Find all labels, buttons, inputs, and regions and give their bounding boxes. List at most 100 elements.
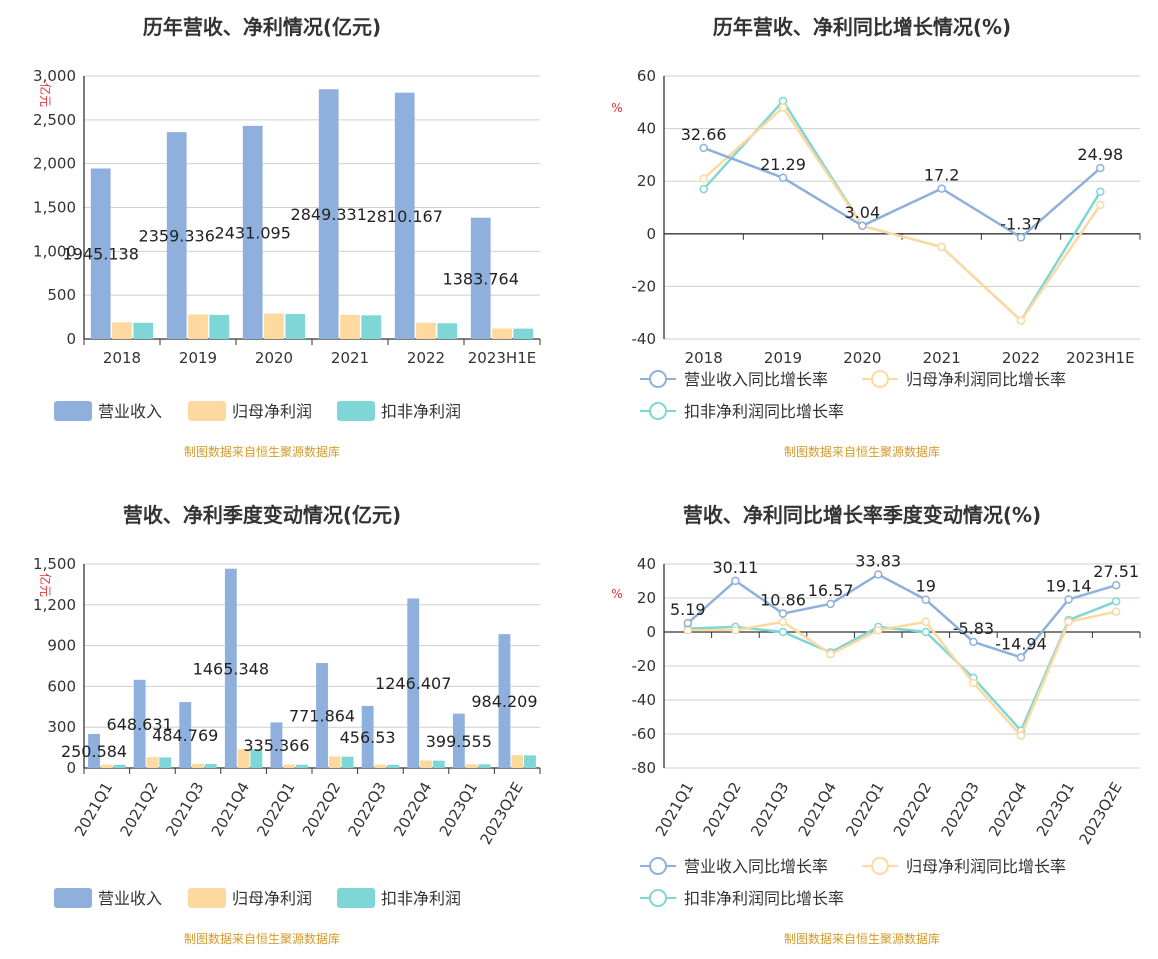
chart-1-legend[interactable]: 营业收入 归母净利润 扣非净利润: [54, 401, 461, 421]
point-parent-profit: [1016, 731, 1026, 740]
legend-label: 归母净利润: [232, 402, 312, 421]
point-parent-profit: [921, 617, 931, 627]
data-label: -5.83: [953, 619, 994, 638]
point-parent-profit: [778, 617, 788, 627]
bar-deducted-profit: [387, 764, 400, 768]
chart-4-legend[interactable]: 营业收入同比增长率 归母净利润同比增长率 扣非净利润同比增长率: [640, 857, 1066, 908]
point-revenue: [1064, 595, 1073, 604]
bar-deducted-profit: [478, 764, 491, 768]
y-tick-label: 20: [637, 172, 656, 190]
x-tick-label: 2022Q4: [985, 779, 1030, 840]
x-tick-label: 2022Q3: [938, 779, 983, 840]
bar-revenue: [270, 722, 283, 768]
x-tick-label: 2021Q4: [795, 779, 840, 840]
bar-deducted-profit: [204, 764, 217, 768]
point-revenue: [858, 221, 867, 231]
y-tick-label: 500: [47, 286, 76, 304]
y-tick-label: 1,500: [33, 555, 76, 573]
chart-2-legend[interactable]: 营业收入同比增长率 归母净利润同比增长率 扣非净利润同比增长率: [640, 370, 1066, 421]
chart-3-title: 营收、净利季度变动情况(亿元): [123, 503, 401, 527]
bar-deducted-profit: [113, 764, 126, 768]
data-label: 10.86: [760, 591, 806, 610]
legend-label: 扣非净利润: [381, 889, 461, 908]
point-parent-profit: [937, 242, 946, 252]
data-label: 1383.764: [443, 269, 519, 288]
chart-1-source: 制图数据来自恒生聚源数据库: [184, 444, 340, 459]
bar-revenue: [88, 733, 100, 768]
data-label: -1.37: [1000, 214, 1041, 233]
point-revenue: [937, 184, 946, 193]
data-label: 250.584: [61, 742, 127, 761]
bar-parent-profit: [100, 764, 113, 768]
point-parent-profit: [731, 626, 740, 635]
series-line-deducted-profit: [687, 600, 1117, 733]
data-label: 19.14: [1046, 576, 1092, 595]
point-revenue: [1016, 653, 1026, 662]
data-label: 648.631: [107, 715, 173, 734]
data-label: -14.94: [995, 634, 1047, 653]
data-label: 32.66: [681, 125, 727, 144]
chart-1-unit: 亿元: [38, 83, 53, 107]
point-revenue: [921, 595, 931, 604]
bar-parent-profit: [283, 764, 296, 768]
data-label: 3.04: [845, 203, 881, 222]
chart-2-source: 制图数据来自恒生聚源数据库: [784, 444, 940, 459]
series-line-deducted-profit: [702, 98, 1102, 323]
x-tick-label: 2019: [179, 349, 217, 367]
chart-3-source: 制图数据来自恒生聚源数据库: [184, 931, 340, 946]
y-tick-label: 60: [637, 67, 656, 85]
data-label: 2359.336: [139, 227, 215, 246]
y-tick-label: 600: [47, 677, 76, 695]
bar-deducted-profit: [285, 314, 306, 339]
point-parent-profit: [699, 174, 708, 183]
point-revenue: [873, 570, 883, 579]
bar-parent-profit: [340, 314, 360, 339]
x-tick-label: 2020: [843, 349, 881, 367]
chart-4-plot: -80 -60 -40 -20 0 20 40 2021Q1 2021Q2 2021Q3 2021Q…: [632, 551, 1141, 848]
point-parent-profit: [683, 626, 693, 635]
chart-4-title: 营收、净利同比增长率季度变动情况(%): [683, 503, 1041, 527]
point-revenue: [1111, 580, 1121, 590]
x-tick-label: 2022Q2: [890, 779, 935, 840]
bar-deducted-profit: [524, 755, 536, 768]
data-label: 484.769: [152, 726, 218, 745]
legend-swatch-revenue: [54, 401, 92, 421]
legend-marker-revenue: [649, 370, 667, 388]
x-tick-label: 2023H1E: [1066, 349, 1134, 367]
legend-marker-revenue: [649, 857, 667, 875]
data-label: 30.11: [712, 558, 758, 577]
y-tick-label: 1,200: [33, 596, 76, 614]
x-tick-label: 2022Q2: [299, 779, 344, 840]
x-tick-label: 2023Q1: [1033, 779, 1078, 840]
chart-3-legend[interactable]: 营业收入 归母净利润 扣非净利润: [54, 888, 461, 908]
legend-swatch-deducted-profit: [337, 888, 375, 908]
point-deducted-profit: [699, 184, 708, 194]
legend-swatch-revenue: [54, 888, 92, 908]
point-parent-profit: [1064, 617, 1073, 627]
data-label: 19: [916, 577, 936, 596]
series-line-revenue: [703, 146, 1102, 239]
data-label: 1246.407: [375, 674, 451, 693]
data-label: 984.209: [471, 692, 537, 711]
point-revenue: [731, 576, 740, 586]
bar-revenue: [133, 679, 146, 768]
bar-parent-profit: [511, 755, 524, 768]
legend-label: 营业收入: [98, 889, 162, 908]
bar-deducted-profit: [250, 749, 263, 768]
data-label: 456.53: [340, 728, 396, 747]
y-tick-label: -40: [632, 691, 657, 709]
y-tick-label: 300: [47, 718, 76, 736]
bar-revenue: [179, 702, 192, 768]
bar-revenue: [470, 217, 491, 339]
point-revenue: [699, 143, 708, 153]
x-tick-label: 2021Q4: [208, 779, 253, 840]
bar-revenue: [224, 568, 237, 768]
legend-marker-parent-profit: [871, 857, 889, 875]
point-parent-profit: [778, 103, 788, 112]
series-line-parent-profit: [702, 105, 1102, 323]
y-tick-label: 900: [47, 637, 76, 655]
x-tick-label: 2022Q4: [390, 779, 435, 840]
legend-label: 归母净利润同比增长率: [906, 857, 1066, 876]
